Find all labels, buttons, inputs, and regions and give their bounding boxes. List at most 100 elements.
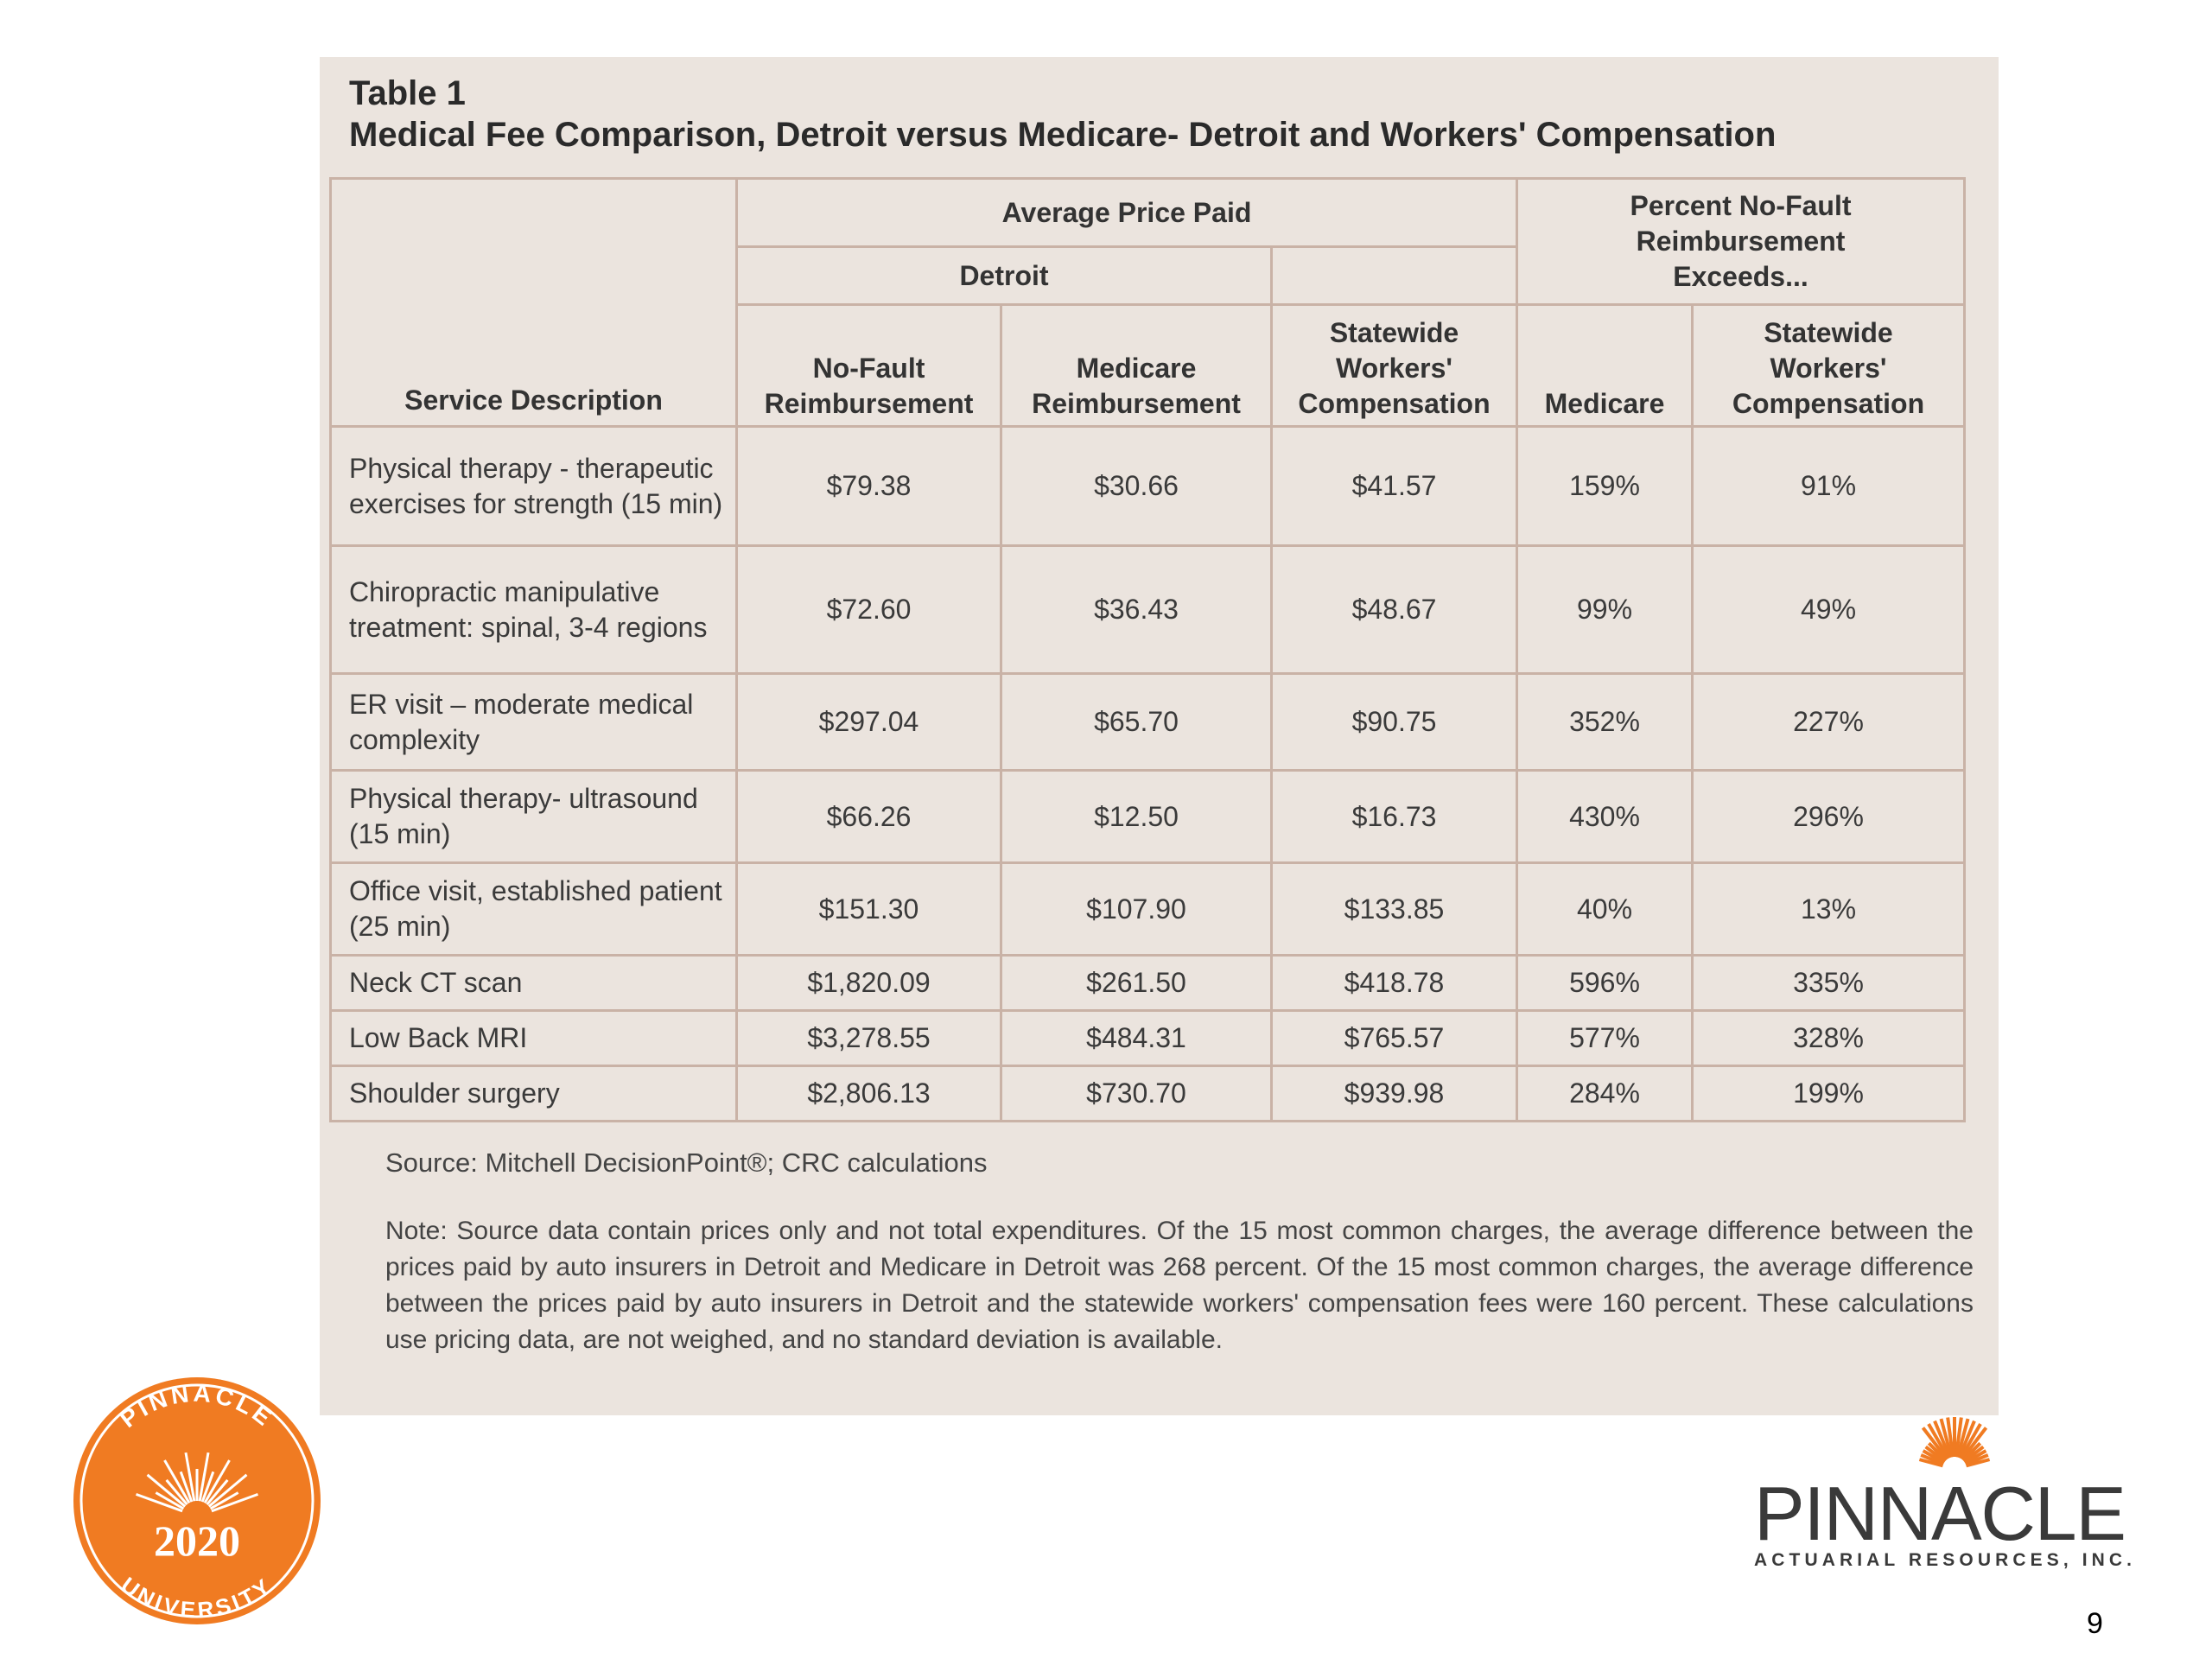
ray xyxy=(165,1478,188,1506)
ray xyxy=(1964,1449,1987,1465)
ray xyxy=(1961,1441,1982,1462)
cell: 430% xyxy=(1516,769,1694,864)
ray xyxy=(1955,1418,1970,1458)
cell: $36.43 xyxy=(1000,544,1273,675)
cell: $133.85 xyxy=(1270,861,1518,957)
table-panel: Table 1 Medical Fee Comparison, Detroit … xyxy=(320,57,1999,1415)
ray xyxy=(1957,1420,1976,1459)
ray xyxy=(146,1473,187,1508)
cell: $30.66 xyxy=(1000,425,1273,547)
cell: $72.60 xyxy=(735,544,1002,675)
column-header: No-Fault Reimbursement xyxy=(735,303,1002,428)
ray xyxy=(1920,1453,1944,1466)
table-row: ER visit – moderate medical complexity $2… xyxy=(329,672,1966,772)
table-row: Physical therapy - therapeutic exercises… xyxy=(329,425,1966,547)
ray xyxy=(184,1452,196,1502)
table-row: Office visit, established patient (25 mi… xyxy=(329,861,1966,957)
table-label: Table 1 xyxy=(349,74,466,112)
ray xyxy=(1962,1445,1985,1464)
table-title: Medical Fee Comparison, Detroit versus M… xyxy=(349,116,1777,154)
ray xyxy=(209,1491,239,1510)
ray xyxy=(1960,1427,1988,1461)
cell: $3,278.55 xyxy=(735,1009,1002,1067)
cell: 328% xyxy=(1691,1009,1966,1067)
header-cell: Service Description xyxy=(329,177,738,428)
cell: $16.73 xyxy=(1270,769,1518,864)
ray xyxy=(206,1478,229,1506)
cell: $90.75 xyxy=(1270,672,1518,772)
column-header: Statewide Workers' Compensation xyxy=(1691,303,1966,428)
ray xyxy=(1918,1458,1943,1468)
ray xyxy=(1965,1453,1989,1466)
table-row: Chiropractic manipulative treatment: spi… xyxy=(329,544,1966,675)
column-header: Statewide Workers' Compensation xyxy=(1270,303,1518,428)
ray xyxy=(179,1471,194,1503)
cell: 284% xyxy=(1516,1065,1694,1122)
service-cell: Physical therapy - therapeutic exercises… xyxy=(329,425,738,547)
header-cell: Detroit xyxy=(735,245,1273,306)
cell: $65.70 xyxy=(1000,672,1273,772)
logo-name: PINNACLE xyxy=(1754,1471,2132,1556)
cell: $79.38 xyxy=(735,425,1002,547)
ray xyxy=(203,1459,231,1504)
cell: 227% xyxy=(1691,672,1966,772)
ray xyxy=(1922,1449,1945,1465)
table-body: Physical therapy - therapeutic exercises… xyxy=(329,425,1966,1122)
table-row: Shoulder surgery $2,806.13 $730.70 $939.98 2… xyxy=(329,1065,1966,1122)
ray xyxy=(1921,1427,1949,1461)
column-header: Medicare Reimbursement xyxy=(1000,303,1273,428)
cell: $2,806.13 xyxy=(735,1065,1002,1122)
cell: $66.26 xyxy=(735,769,1002,864)
cell: $48.67 xyxy=(1270,544,1518,675)
cell: 13% xyxy=(1691,861,1966,957)
header-cell xyxy=(1270,245,1518,306)
cell: 99% xyxy=(1516,544,1694,675)
service-cell: Low Back MRI xyxy=(329,1009,738,1067)
ray xyxy=(1939,1418,1954,1458)
table-row: Neck CT scan $1,820.09 $261.50 $418.78 596% 3… xyxy=(329,954,1966,1012)
service-cell: Neck CT scan xyxy=(329,954,738,1012)
ray xyxy=(198,1452,210,1502)
service-cell: Physical therapy- ultrasound (15 min) xyxy=(329,769,738,864)
ray xyxy=(200,1471,215,1503)
cell: $107.90 xyxy=(1000,861,1273,957)
cell: 40% xyxy=(1516,861,1694,957)
ray xyxy=(1954,1417,1963,1458)
badge-rays xyxy=(136,1452,258,1513)
table-row: Low Back MRI $3,278.55 $484.31 $765.57 577% 3… xyxy=(329,1009,1966,1067)
fee-table: Service Description Average Price Paid P… xyxy=(329,177,1966,1122)
ray xyxy=(207,1473,248,1508)
cell: $12.50 xyxy=(1000,769,1273,864)
badge-ring xyxy=(79,1383,315,1618)
cell: 49% xyxy=(1691,544,1966,675)
ray xyxy=(1966,1458,1991,1468)
service-cell: Chiropractic manipulative treatment: spi… xyxy=(329,544,738,675)
source: Source: Mitchell DecisionPoint®; CRC cal… xyxy=(385,1147,988,1178)
ray xyxy=(1927,1441,1948,1462)
ray xyxy=(1946,1417,1955,1458)
cell: 577% xyxy=(1516,1009,1694,1067)
ray xyxy=(1959,1423,1982,1459)
ray xyxy=(1924,1445,1947,1464)
cell: 352% xyxy=(1516,672,1694,772)
cell: $41.57 xyxy=(1270,425,1518,547)
ray xyxy=(163,1459,191,1504)
logo-rays xyxy=(1918,1417,1991,1468)
cell: $765.57 xyxy=(1270,1009,1518,1067)
cell: $151.30 xyxy=(735,861,1002,957)
service-cell: Office visit, established patient (25 mi… xyxy=(329,861,738,957)
service-cell: ER visit – moderate medical complexity xyxy=(329,672,738,772)
note: Note: Source data contain prices only an… xyxy=(385,1217,1974,1354)
ray xyxy=(211,1492,258,1513)
ray xyxy=(1927,1423,1950,1459)
cell: 91% xyxy=(1691,425,1966,547)
cell: $730.70 xyxy=(1000,1065,1273,1122)
table-row: Physical therapy- ultrasound (15 min) $66… xyxy=(329,769,1966,864)
cell: 199% xyxy=(1691,1065,1966,1122)
ray xyxy=(136,1492,183,1513)
header-cell: Percent No-Fault Reimbursement Exceeds..… xyxy=(1516,177,1966,306)
cell: $418.78 xyxy=(1270,954,1518,1012)
badge-year: 2020 xyxy=(154,1516,240,1565)
